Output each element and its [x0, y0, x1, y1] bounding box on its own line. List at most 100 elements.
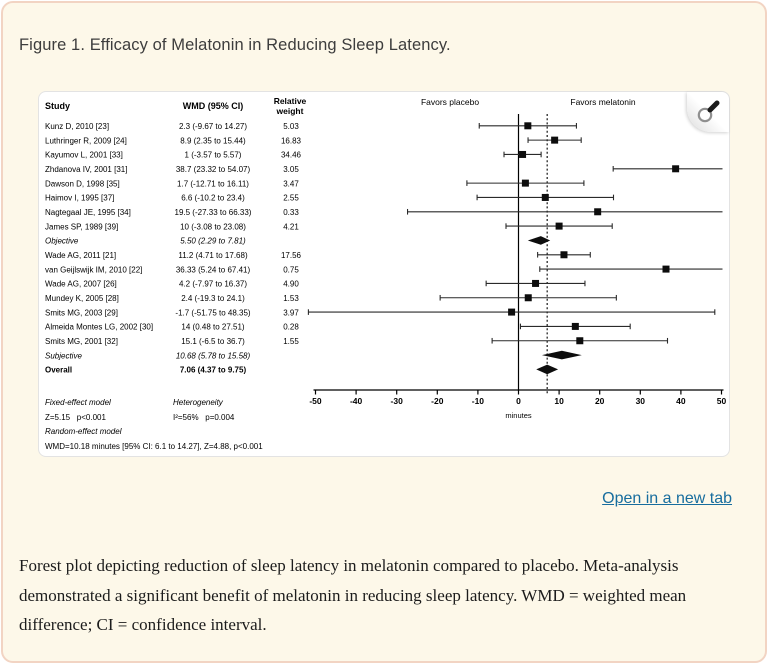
effect-square [672, 165, 680, 173]
fixed-effect-values: Z=5.15 p<0.001 [45, 413, 106, 422]
study-name: Smits MG, 2001 [32] [45, 337, 118, 346]
favors-placebo-label: Favors placebo [421, 97, 479, 107]
study-name: Kunz D, 2010 [23] [45, 122, 109, 131]
figure-caption: Forest plot depicting reduction of sleep… [19, 556, 687, 634]
effect-square [662, 265, 670, 273]
open-new-tab-link[interactable]: Open in a new tab [602, 490, 732, 507]
wmd-value: 1.7 (-12.71 to 16.11) [177, 179, 249, 188]
wmd-value: 38.7 (23.32 to 54.07) [176, 165, 251, 174]
wmd-value: 2.3 (-9.67 to 14.27) [179, 122, 247, 131]
weight-value: 4.90 [283, 280, 299, 289]
tick-label: 10 [554, 396, 564, 406]
random-effect-values: WMD=10.18 minutes [95% CI: 6.1 to 14.27]… [45, 442, 263, 451]
weight-value: 1.53 [283, 294, 299, 303]
magnifier-icon [697, 100, 720, 123]
wmd-value: 36.33 (5.24 to 67.41) [176, 265, 251, 274]
figure-title: Figure 1. Efficacy of Melatonin in Reduc… [19, 36, 451, 54]
tick-label: 30 [636, 396, 646, 406]
wmd-value: 10 (-3.08 to 23.08) [180, 222, 246, 231]
axis-unit-label: minutes [505, 411, 532, 420]
effect-square [560, 251, 568, 259]
wmd-value: 1 (-3.57 to 5.57) [185, 151, 242, 160]
study-name: Dawson D, 1998 [35] [45, 179, 120, 188]
tick-label: -20 [431, 396, 444, 406]
weight-column-header: Relative [274, 96, 307, 106]
wmd-value: 4.2 (-7.97 to 16.37) [179, 280, 247, 289]
zoom-button[interactable] [687, 92, 729, 132]
effect-square [508, 308, 516, 316]
weight-value: 5.03 [283, 122, 299, 131]
effect-square [551, 136, 559, 144]
tick-label: -50 [309, 396, 322, 406]
tick-label: 40 [676, 396, 686, 406]
weight-value: 0.28 [283, 323, 299, 332]
effect-square [532, 279, 540, 287]
effect-square [576, 337, 584, 345]
weight-value: 17.56 [281, 251, 302, 260]
wmd-value: 11.2 (4.71 to 17.68) [178, 251, 248, 260]
wmd-value: -1.7 (-51.75 to 48.35) [175, 308, 250, 317]
summary-diamond [527, 236, 551, 245]
effect-square [519, 150, 527, 158]
weight-value: 0.75 [283, 265, 299, 274]
tick-label: 0 [516, 396, 521, 406]
study-name: Wade AG, 2011 [21] [45, 251, 116, 260]
fixed-effect-label: Fixed-effect model [45, 398, 111, 407]
effect-square [594, 208, 602, 216]
study-name: Subjective [45, 351, 82, 360]
wmd-value: 7.06 (4.37 to 9.75) [180, 366, 247, 375]
tick-label: 20 [595, 396, 605, 406]
study-name: Mundey K, 2005 [28] [45, 294, 119, 303]
summary-diamond [536, 364, 559, 375]
link-row: Open in a new tab [602, 490, 732, 508]
effect-square [555, 222, 563, 230]
tick-label: -30 [391, 396, 404, 406]
wmd-value: 8.9 (2.35 to 15.44) [180, 136, 246, 145]
study-name: Wade AG, 2007 [26] [45, 280, 117, 289]
study-name: Haimov I, 1995 [37] [45, 194, 114, 203]
favors-melatonin-label: Favors melatonin [570, 97, 635, 107]
weight-value: 34.46 [281, 151, 302, 160]
weight-value: 0.33 [283, 208, 299, 217]
tick-label: 50 [717, 396, 727, 406]
study-name: Almeida Montes LG, 2002 [30] [45, 323, 153, 332]
study-name: Kayumov L, 2001 [33] [45, 151, 123, 160]
weight-value: 2.55 [283, 194, 299, 203]
tick-label: -10 [472, 396, 485, 406]
weight-value: 16.83 [281, 136, 302, 145]
weight-value: 4.21 [283, 222, 299, 231]
study-name: van Geijlswijk IM, 2010 [22] [45, 265, 142, 274]
study-name: Smits MG, 2003 [29] [45, 308, 118, 317]
summary-diamond [541, 350, 582, 360]
wmd-column-header: WMD (95% CI) [183, 101, 244, 111]
weight-value: 1.55 [283, 337, 299, 346]
effect-square [521, 179, 529, 187]
effect-square [524, 122, 532, 130]
study-name: Overall [45, 366, 72, 375]
effect-square [571, 322, 579, 330]
study-name: James SP, 1989 [39] [45, 222, 118, 231]
heterogeneity-values: I²=56% p=0.004 [173, 413, 235, 422]
wmd-value: 15.1 (-6.5 to 36.7) [181, 337, 245, 346]
study-name: Objective [45, 237, 79, 246]
effect-square [541, 193, 549, 201]
wmd-value: 19.5 (-27.33 to 66.33) [175, 208, 252, 217]
wmd-value: 14 (0.48 to 27.51) [181, 323, 244, 332]
heterogeneity-label: Heterogeneity [173, 398, 224, 407]
weight-column-header: weight [276, 106, 304, 116]
effect-square [524, 294, 532, 302]
wmd-value: 2.4 (-19.3 to 24.1) [181, 294, 245, 303]
study-name: Nagtegaal JE, 1995 [34] [45, 208, 131, 217]
tick-label: -40 [350, 396, 363, 406]
study-name: Zhdanova IV, 2001 [31] [45, 165, 127, 174]
study-name: Luthringer R, 2009 [24] [45, 136, 127, 145]
wmd-value: 10.68 (5.78 to 15.58) [176, 351, 251, 360]
forest-plot: Favors placebo Favors melatonin Study WMD (… [45, 96, 727, 451]
wmd-value: 6.6 (-10.2 to 23.4) [181, 194, 245, 203]
study-column-header: Study [45, 101, 70, 111]
weight-value: 3.47 [283, 179, 299, 188]
weight-value: 3.05 [283, 165, 299, 174]
weight-value: 3.97 [283, 308, 299, 317]
figure-image[interactable]: Favors placebo Favors melatonin Study WMD (… [38, 91, 730, 457]
